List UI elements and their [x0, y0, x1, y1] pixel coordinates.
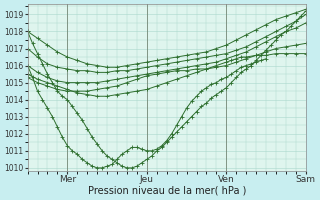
X-axis label: Pression niveau de la mer( hPa ): Pression niveau de la mer( hPa )	[88, 186, 246, 196]
